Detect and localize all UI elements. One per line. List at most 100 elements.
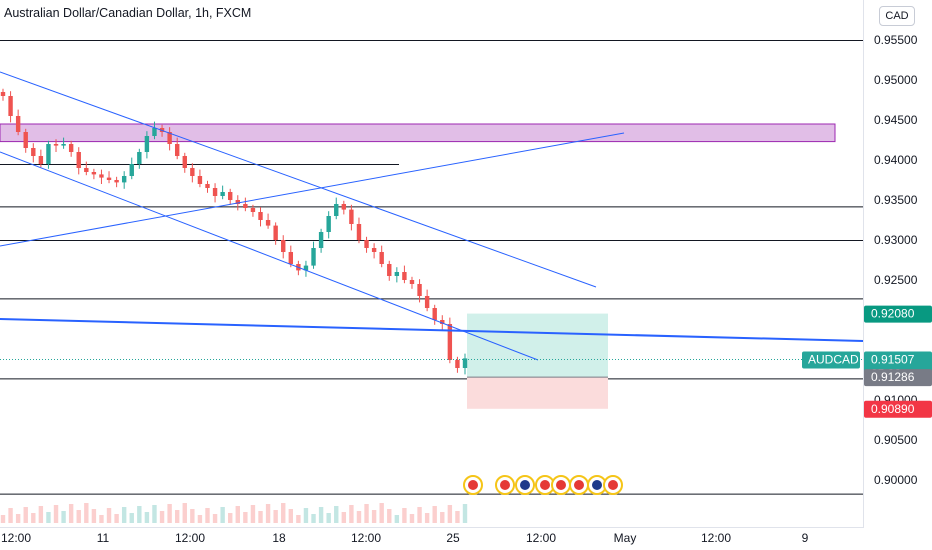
- candle: [152, 128, 157, 136]
- volume-bar: [144, 512, 150, 523]
- volume-bar: [371, 510, 377, 523]
- volume-bar: [121, 507, 127, 523]
- candle: [38, 156, 44, 164]
- candle: [424, 296, 430, 308]
- time-tick-label: 9: [802, 531, 809, 545]
- candle: [258, 212, 263, 220]
- candle: [8, 96, 13, 116]
- volume-bar: [220, 507, 225, 523]
- candle: [341, 204, 347, 210]
- candle: [281, 240, 286, 252]
- candle: [311, 248, 316, 266]
- price-axis: 0.95500 0.95000 0.94500 0.94000 0.93500 0.930…: [874, 33, 918, 487]
- entry-price-badge: 0.91286: [864, 369, 932, 387]
- volume-bar: [250, 505, 256, 523]
- target-zone[interactable]: [467, 313, 608, 378]
- price-tick-label: 0.95000: [874, 73, 918, 87]
- volume-bar: [394, 515, 400, 523]
- candle: [68, 144, 74, 152]
- volume-bar: [311, 514, 316, 523]
- volume-bar: [212, 514, 218, 523]
- volume-bar: [76, 510, 81, 523]
- event-flag-icon: [592, 480, 602, 490]
- rising-trendline[interactable]: [0, 132, 625, 247]
- candle: [99, 174, 104, 178]
- volume-bar: [190, 509, 195, 523]
- time-tick-label: May: [614, 531, 637, 545]
- stop-price-label: 0.90890: [871, 402, 915, 416]
- volume-bar: [235, 506, 240, 523]
- volume-bar: [137, 506, 142, 523]
- candles: [0, 88, 468, 375]
- candle: [379, 252, 384, 264]
- volume-bar: [0, 515, 6, 523]
- volume-bar: [152, 505, 157, 523]
- time-tick-label: 12:00: [701, 531, 731, 545]
- candle: [84, 168, 89, 172]
- price-tick-label: 0.94500: [874, 113, 918, 127]
- event-flag-icon: [574, 480, 584, 490]
- volume-bar: [281, 503, 286, 523]
- target-price-label: 0.92080: [871, 307, 915, 321]
- volume-bar: [379, 503, 384, 523]
- time-tick-label: 12:00: [351, 531, 381, 545]
- candle: [182, 156, 187, 168]
- candle: [440, 320, 445, 324]
- chart-title: Australian Dollar/Canadian Dollar, 1h, F…: [4, 6, 252, 20]
- resistance-zone[interactable]: [0, 123, 836, 143]
- candle: [356, 224, 362, 240]
- price-tick-label: 0.90000: [874, 473, 918, 487]
- volume-bar: [182, 503, 187, 523]
- volume-bar: [424, 513, 430, 523]
- candle: [303, 265, 309, 271]
- candle: [197, 176, 203, 184]
- volume-bar: [273, 510, 278, 523]
- volume-bar: [326, 513, 331, 523]
- volume-bar: [334, 506, 339, 523]
- volume-bar: [402, 508, 407, 523]
- candle: [417, 284, 422, 296]
- candle: [121, 176, 127, 183]
- candle: [61, 144, 66, 146]
- channel-upper-line[interactable]: [0, 71, 597, 288]
- volume-bar: [341, 512, 347, 523]
- economic-events: [463, 475, 623, 495]
- candle: [144, 136, 150, 152]
- stop-price-badge: 0.90890: [864, 400, 932, 418]
- price-tick-label: 0.95500: [874, 33, 918, 47]
- candle: [432, 308, 437, 320]
- candle: [106, 177, 112, 180]
- candle: [349, 209, 354, 224]
- candle: [371, 248, 377, 252]
- price-tick-label: 0.94000: [874, 153, 918, 167]
- volume-bar: [364, 504, 369, 523]
- volume-bar: [174, 510, 180, 523]
- currency-button[interactable]: CAD: [879, 6, 915, 26]
- symbol-tag: AUDCAD: [808, 352, 859, 366]
- price-tick-label: 0.93500: [874, 193, 918, 207]
- volume-bar: [197, 515, 203, 523]
- candle: [364, 240, 369, 248]
- volume-bar: [129, 513, 134, 523]
- channel-lower-line[interactable]: [0, 151, 539, 361]
- volume-bar: [91, 509, 97, 523]
- candle: [462, 358, 468, 368]
- price-tick-label: 0.93000: [874, 233, 918, 247]
- horizontal-trendline[interactable]: [0, 318, 864, 342]
- price-tick-label: 0.90500: [874, 433, 918, 447]
- volume-bar: [288, 509, 294, 523]
- candle: [167, 132, 172, 144]
- candle: [190, 168, 195, 176]
- candle: [205, 184, 210, 188]
- volume-bar: [61, 511, 66, 523]
- volume-bar: [462, 504, 468, 523]
- volume-bar: [349, 505, 354, 523]
- candle: [46, 144, 51, 164]
- candle: [409, 280, 415, 284]
- stop-zone[interactable]: [467, 377, 608, 409]
- candle: [91, 172, 97, 175]
- event-flag-icon: [540, 480, 550, 490]
- volume-bar: [258, 511, 263, 523]
- volume-bar: [303, 508, 309, 523]
